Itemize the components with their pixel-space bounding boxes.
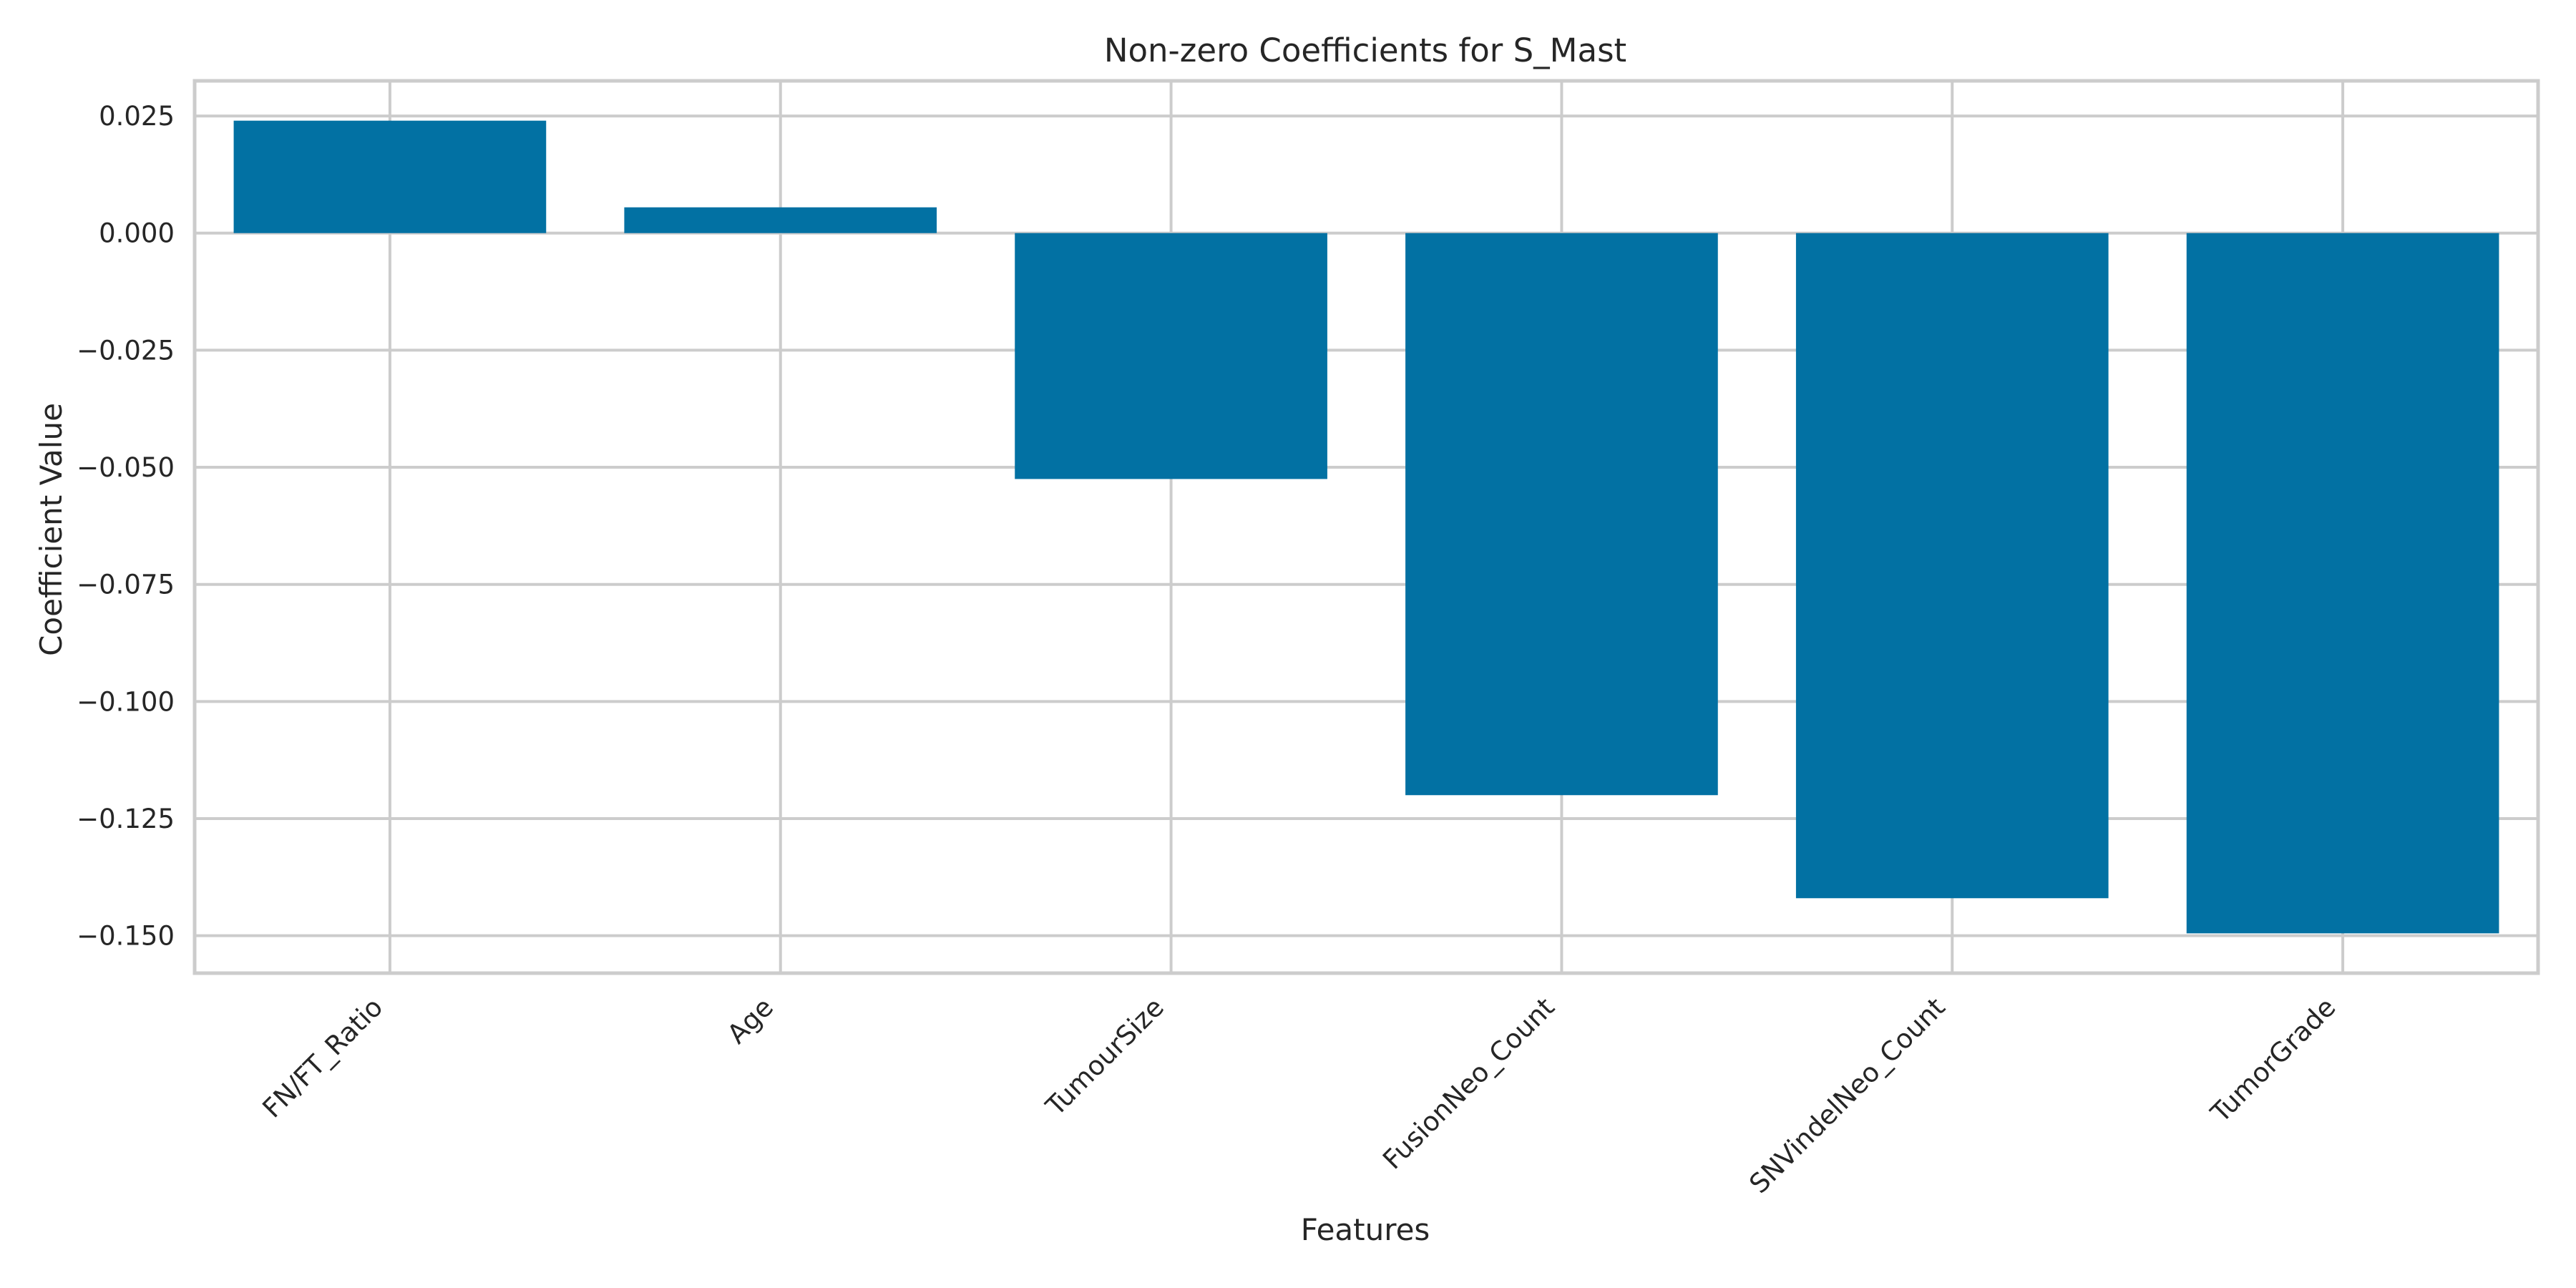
y-tick-labels: 0.025 0.000 −0.025 −0.050 −0.075 −0.100 −0.125…: [77, 101, 175, 952]
x-tick-label: TumourSize: [1040, 992, 1170, 1122]
chart-title: Non-zero Coefficients for S_Mast: [1104, 31, 1626, 69]
x-tick-label: SNVindelNeo_Count: [1743, 992, 1951, 1199]
x-tick-label: Age: [721, 992, 779, 1050]
bars: [233, 120, 2499, 934]
y-tick-label: 0.025: [99, 101, 175, 132]
bar-snvindelneo-count: [1795, 233, 2109, 899]
y-tick-label: −0.100: [77, 686, 175, 717]
y-tick-label: −0.075: [77, 570, 175, 600]
bar-fn-ft-ratio: [233, 120, 547, 233]
y-tick-label: 0.000: [99, 218, 175, 249]
y-tick-label: −0.025: [77, 335, 175, 366]
y-tick-label: −0.150: [77, 921, 175, 952]
bar-tumoursize: [1015, 233, 1327, 479]
x-tick-label: FusionNeo_Count: [1377, 992, 1561, 1176]
y-tick-label: −0.050: [77, 452, 175, 483]
x-tick-labels: FN/FT_Ratio Age TumourSize FusionNeo_Count S…: [257, 992, 2342, 1199]
y-tick-label: −0.125: [77, 804, 175, 834]
x-tick-label: TumorGrade: [2205, 992, 2342, 1129]
x-tick-label: FN/FT_Ratio: [257, 992, 389, 1124]
y-axis-label: Coefficient Value: [34, 403, 69, 656]
x-axis-label: Features: [1301, 1212, 1430, 1247]
bar-tumorgrade: [2186, 233, 2499, 934]
bar-fusionneo-count: [1405, 233, 1718, 796]
plot-frame: [192, 79, 2540, 975]
bar-age: [624, 207, 937, 233]
